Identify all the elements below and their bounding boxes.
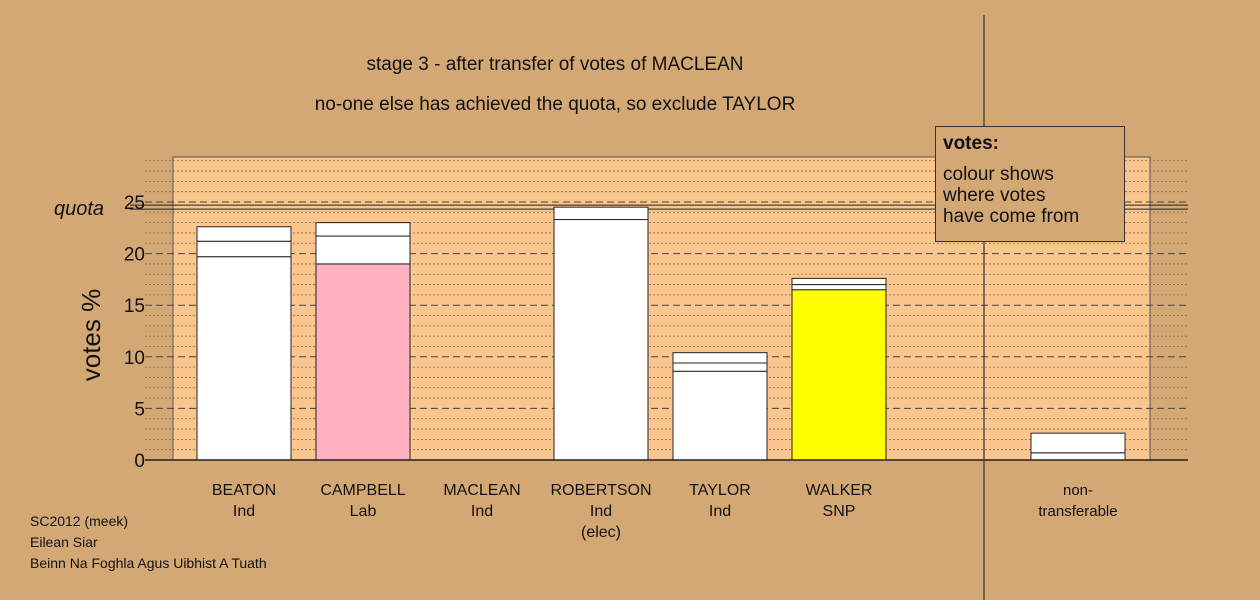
bar-segment-taylor [672,370,768,461]
candidate-name: MACLEAN [443,482,521,499]
bar-segment-beaton [196,256,292,461]
bar-segment-beaton [196,226,292,242]
bar-segment-walker [791,289,887,461]
bar-segment-robertson [553,219,649,461]
y-tick-label: 20 [124,245,145,266]
candidate-party: Ind [589,503,613,520]
candidate-party: Ind [708,503,732,520]
candidate-party: Ind [470,503,494,520]
candidate-name: WALKER [805,482,873,499]
candidate-name: CAMPBELL [320,482,406,499]
legend-line: have come from [943,206,1080,227]
y-tick-label: 25 [124,193,145,214]
candidate-party: Ind [232,503,256,520]
y-tick-label: 5 [134,399,145,420]
nontransferable-line: transferable [1038,503,1118,520]
candidate-label-walker: WALKER SNP [774,480,904,522]
y-axis-label: votes % [76,289,106,382]
bar-segment-campbell [315,222,411,237]
bar-segment-walker [791,277,887,286]
candidate-status: (elec) [580,524,621,541]
nontransferable-label: non- transferable [1013,480,1143,522]
nontransferable-line: non- [1062,482,1094,499]
axes: 0 5 10 15 20 25 [124,15,1188,600]
y-tick-label: 15 [124,296,145,317]
y-tick-label: 0 [134,451,145,472]
legend: votes: colour shows where votes have com… [935,126,1125,242]
legend-heading: votes: [943,133,999,154]
candidate-party: Lab [349,503,377,520]
footer-method: SC2012 (meek) [30,513,129,529]
candidate-name: ROBERTSON [550,482,652,499]
legend-line: where votes [943,185,1046,206]
quota-label: quota [54,198,104,220]
bar-segment-non-transferable [1030,432,1126,454]
y-tick-label: 10 [124,348,145,369]
candidate-label-robertson: ROBERTSON Ind (elec) [536,480,666,543]
candidate-label-taylor: TAYLOR Ind [655,480,785,522]
bar-segment-taylor [672,352,768,364]
bar-segment-campbell [315,235,411,265]
candidate-party: SNP [822,503,856,520]
candidate-name: TAYLOR [689,482,751,499]
candidate-label-beaton: BEATON Ind [179,480,309,522]
bars [196,206,1126,461]
footer-council: Eilean Siar [30,534,98,550]
candidate-label-maclean: MACLEAN Ind [417,480,547,522]
candidate-label-campbell: CAMPBELL Lab [298,480,428,522]
chart-subtitle: no-one else has achieved the quota, so e… [314,94,796,115]
bar-segment-campbell [315,263,411,461]
legend-line: colour shows [943,164,1054,185]
bar-segment-walker [791,284,887,291]
footer-ward: Beinn Na Foghla Agus Uibhist A Tuath [30,555,267,571]
chart-title: stage 3 - after transfer of votes of MAC… [366,54,744,75]
bar-segment-beaton [196,240,292,258]
bar-segment-non-transferable [1030,452,1126,461]
candidate-name: BEATON [211,482,277,499]
bar-segment-robertson [553,206,649,221]
bar-segment-taylor [672,362,768,372]
